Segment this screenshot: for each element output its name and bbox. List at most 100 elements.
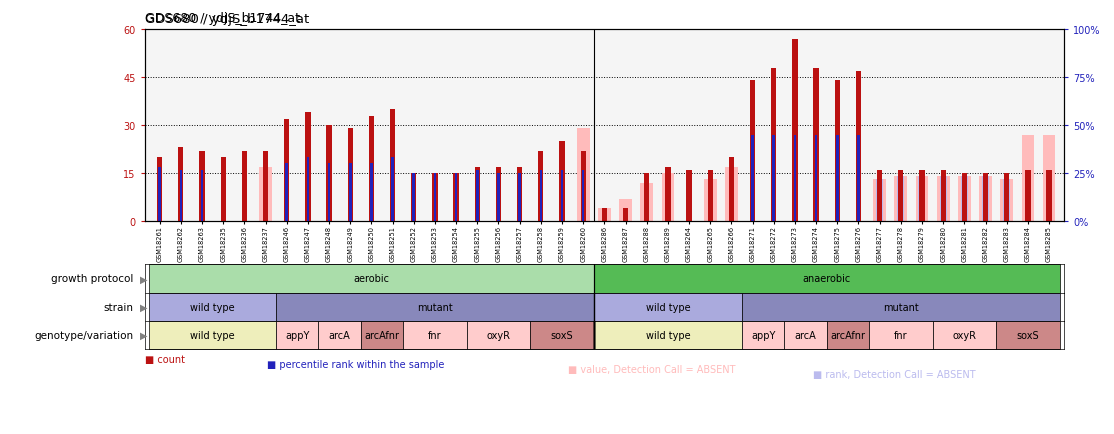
Text: GDS680 / ydjS_b1744_at: GDS680 / ydjS_b1744_at xyxy=(145,13,309,26)
Bar xyxy=(979,177,991,221)
Bar xyxy=(623,209,628,221)
Text: arcA: arcA xyxy=(794,330,817,340)
Bar xyxy=(577,129,589,221)
Bar xyxy=(813,69,819,221)
Text: fnr: fnr xyxy=(428,330,442,340)
Text: appY: appY xyxy=(751,330,775,340)
Bar xyxy=(328,164,331,221)
Text: arcAfnr: arcAfnr xyxy=(364,330,400,340)
Bar xyxy=(1004,174,1009,221)
Text: ■ rank, Detection Call = ABSENT: ■ rank, Detection Call = ABSENT xyxy=(813,369,976,379)
Bar xyxy=(178,148,184,221)
Bar xyxy=(919,177,926,221)
Bar xyxy=(897,177,905,221)
Bar xyxy=(602,209,607,221)
Bar xyxy=(772,135,775,221)
Bar xyxy=(771,69,776,221)
Bar xyxy=(857,135,860,221)
Bar xyxy=(559,142,565,221)
Bar xyxy=(157,158,163,221)
Bar xyxy=(750,81,755,221)
Bar xyxy=(149,293,276,321)
Bar xyxy=(582,171,585,221)
Bar xyxy=(877,171,882,221)
Text: fnr: fnr xyxy=(895,330,908,340)
Bar xyxy=(276,293,594,321)
Bar xyxy=(349,164,352,221)
Bar xyxy=(306,158,310,221)
Text: anaerobic: anaerobic xyxy=(802,274,851,284)
Bar xyxy=(641,183,653,221)
Bar xyxy=(149,321,276,349)
Bar xyxy=(1022,135,1034,221)
Text: mutant: mutant xyxy=(417,302,452,312)
Text: soxS: soxS xyxy=(550,330,574,340)
Bar xyxy=(221,158,226,221)
Bar xyxy=(1046,171,1052,221)
Bar xyxy=(319,321,361,349)
Text: oxyR: oxyR xyxy=(487,330,510,340)
Bar xyxy=(475,167,480,221)
Text: wild type: wild type xyxy=(645,330,691,340)
Bar xyxy=(242,151,247,221)
Bar xyxy=(149,265,594,293)
Bar xyxy=(958,177,970,221)
Text: strain: strain xyxy=(104,302,134,312)
Bar xyxy=(260,167,272,221)
Bar xyxy=(869,321,932,349)
Bar xyxy=(539,171,543,221)
Text: ■ percentile rank within the sample: ■ percentile rank within the sample xyxy=(267,359,444,369)
Bar xyxy=(560,171,564,221)
Bar xyxy=(598,209,610,221)
Bar xyxy=(707,171,713,221)
Bar xyxy=(361,321,403,349)
Bar xyxy=(827,321,869,349)
Bar xyxy=(742,321,784,349)
Bar xyxy=(940,171,946,221)
Text: appY: appY xyxy=(285,330,310,340)
Text: aerobic: aerobic xyxy=(353,274,390,284)
Bar xyxy=(751,135,754,221)
Bar xyxy=(619,199,632,221)
Bar xyxy=(284,119,290,221)
Bar xyxy=(686,171,692,221)
Bar xyxy=(433,174,437,221)
Bar xyxy=(518,174,521,221)
Bar xyxy=(996,321,1059,349)
Bar xyxy=(940,177,947,221)
Text: wild type: wild type xyxy=(645,302,691,312)
Bar xyxy=(199,151,205,221)
Bar xyxy=(665,167,671,221)
Bar xyxy=(784,321,827,349)
Bar xyxy=(370,164,373,221)
Text: ▶: ▶ xyxy=(140,302,148,312)
Bar xyxy=(937,177,949,221)
Bar xyxy=(263,151,268,221)
Text: soxS: soxS xyxy=(1017,330,1039,340)
Bar xyxy=(1043,135,1055,221)
Bar xyxy=(834,81,840,221)
Bar xyxy=(725,167,737,221)
Bar xyxy=(201,171,203,221)
Bar xyxy=(961,174,967,221)
Bar xyxy=(873,180,886,221)
Bar xyxy=(369,116,374,221)
Bar xyxy=(594,321,742,349)
Bar xyxy=(580,151,586,221)
Bar xyxy=(276,321,319,349)
Bar xyxy=(919,171,925,221)
Bar xyxy=(793,135,797,221)
Bar xyxy=(895,177,907,221)
Bar xyxy=(538,151,544,221)
Text: ▶: ▶ xyxy=(140,274,148,284)
Text: arcAfnr: arcAfnr xyxy=(830,330,866,340)
Bar xyxy=(792,40,798,221)
Bar xyxy=(530,321,594,349)
Bar xyxy=(898,171,903,221)
Bar xyxy=(412,174,416,221)
Bar xyxy=(662,174,674,221)
Bar xyxy=(594,293,742,321)
Bar xyxy=(497,174,500,221)
Bar xyxy=(517,167,522,221)
Bar xyxy=(983,177,989,221)
